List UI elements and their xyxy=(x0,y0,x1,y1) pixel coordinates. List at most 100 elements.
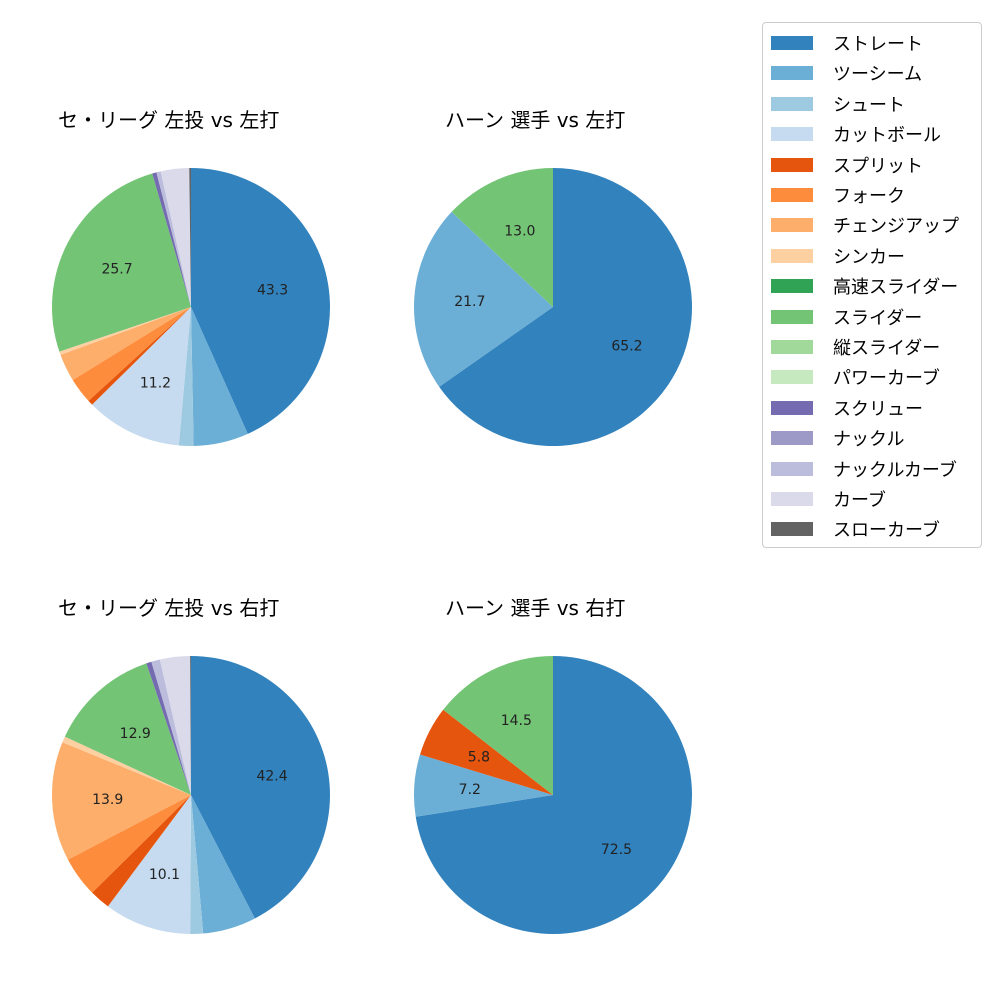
pie-slice xyxy=(159,656,191,795)
legend-swatch xyxy=(771,522,813,537)
legend-label: ナックル xyxy=(833,429,905,451)
legend-item: スローカーブ xyxy=(771,517,940,541)
pie-slice xyxy=(191,307,248,446)
slice-value-label: 43.3 xyxy=(257,283,288,299)
pie-slice xyxy=(107,795,191,934)
legend-label: ツーシーム xyxy=(833,64,923,86)
pie-slice xyxy=(191,168,331,434)
legend-label: パワーカーブ xyxy=(833,368,940,390)
pie-slice xyxy=(414,754,553,817)
legend-item: 縦スライダー xyxy=(771,335,940,359)
legend-label: カーブ xyxy=(833,490,886,511)
chart-title-4: ハーン 選手 vs 右打 xyxy=(445,596,626,620)
pie-slice xyxy=(60,307,192,380)
slice-value-label: 7.2 xyxy=(459,782,481,798)
slice-value-label: 5.8 xyxy=(468,750,490,766)
pie-slice xyxy=(52,173,191,352)
legend-label: カットボール xyxy=(833,125,941,147)
legend-swatch xyxy=(771,279,813,294)
pie-slice xyxy=(51,742,191,860)
legend-item: シンカー xyxy=(771,244,905,268)
pie-slice xyxy=(439,168,692,446)
chart-title-3: セ・リーグ 左投 vs 右打 xyxy=(58,596,280,620)
pie-slice xyxy=(92,795,191,907)
legend-item: スクリュー xyxy=(771,396,923,420)
slice-value-label: 10.1 xyxy=(149,867,180,883)
chart-title-2: ハーン 選手 vs 左打 xyxy=(445,108,626,132)
legend-swatch xyxy=(771,461,813,476)
pie-slice xyxy=(451,168,553,307)
legend-swatch xyxy=(771,340,813,354)
pie-slice xyxy=(67,795,191,893)
slice-value-label: 72.5 xyxy=(601,842,632,858)
slice-value-label: 13.0 xyxy=(504,223,535,239)
pie-slice xyxy=(64,663,191,795)
legend-label: シュート xyxy=(833,94,905,116)
legend-swatch xyxy=(771,431,813,446)
legend-item: パワーカーブ xyxy=(771,365,940,389)
legend-label: チェンジアップ xyxy=(833,216,959,238)
legend-item: ストレート xyxy=(771,31,923,55)
legend-swatch xyxy=(771,248,813,263)
pie-slice xyxy=(92,307,191,446)
legend-item: ナックル xyxy=(771,426,904,450)
legend-label: スライダー xyxy=(833,307,923,329)
legend-swatch xyxy=(771,66,813,81)
legend-item: ナックルカーブ xyxy=(771,457,957,481)
slice-value-label: 21.7 xyxy=(454,294,485,310)
pie-slice xyxy=(415,656,692,935)
pie-slice xyxy=(160,168,191,307)
legend-label: スクリュー xyxy=(833,398,923,420)
pie-slice xyxy=(62,736,191,795)
legend-label: スローカーブ xyxy=(833,520,940,542)
pie-slice xyxy=(88,307,191,405)
legend-item: カットボール xyxy=(771,122,941,146)
legend-item: シュート xyxy=(771,92,905,116)
slice-value-label: 14.5 xyxy=(501,713,532,729)
pie-slice xyxy=(178,307,194,446)
legend-swatch xyxy=(771,96,813,111)
pie-slice xyxy=(189,168,191,307)
pie-slice xyxy=(191,656,330,919)
slice-value-label: 13.9 xyxy=(92,792,123,808)
legend-item: ツーシーム xyxy=(771,61,922,85)
slice-value-label: 12.9 xyxy=(120,726,151,742)
chart-title-1: セ・リーグ 左投 vs 左打 xyxy=(58,108,280,132)
legend-item: 高速スライダー xyxy=(771,274,958,298)
pie-slice xyxy=(146,661,191,795)
pie-slice xyxy=(59,307,192,355)
slice-value-label: 65.2 xyxy=(611,338,642,354)
pie-slice xyxy=(191,795,255,934)
legend-swatch xyxy=(771,157,813,172)
legend-swatch xyxy=(771,127,813,142)
legend-label: 高速スライダー xyxy=(833,277,959,299)
legend-label: ストレート xyxy=(833,34,923,55)
legend-label: シンカー xyxy=(833,246,905,268)
pie-slice xyxy=(72,307,191,401)
legend-swatch xyxy=(771,400,813,415)
pie-slice xyxy=(190,795,204,935)
pie-slice xyxy=(420,709,553,795)
legend-swatch xyxy=(771,218,813,233)
pie-slice xyxy=(156,171,191,307)
legend-swatch xyxy=(771,36,813,50)
slice-value-label: 11.2 xyxy=(140,375,171,391)
legend-label: ナックルカーブ xyxy=(833,459,957,481)
legend-label: スプリット xyxy=(833,155,923,177)
legend-item: フォーク xyxy=(771,183,905,207)
legend-swatch xyxy=(771,370,813,385)
legend-item: チェンジアップ xyxy=(771,213,959,237)
legend-swatch xyxy=(771,492,813,506)
legend-swatch xyxy=(771,309,813,324)
pie-slice xyxy=(443,656,553,795)
pie-slice xyxy=(152,172,191,307)
legend-item: スライダー xyxy=(771,305,922,329)
pie-slice xyxy=(414,211,553,387)
legend: ストレートツーシームシュートカットボール スプリットフォークチェンジアップ シンカー… xyxy=(762,22,982,548)
legend-item: カーブ xyxy=(771,487,886,511)
slice-value-label: 25.7 xyxy=(101,261,132,277)
